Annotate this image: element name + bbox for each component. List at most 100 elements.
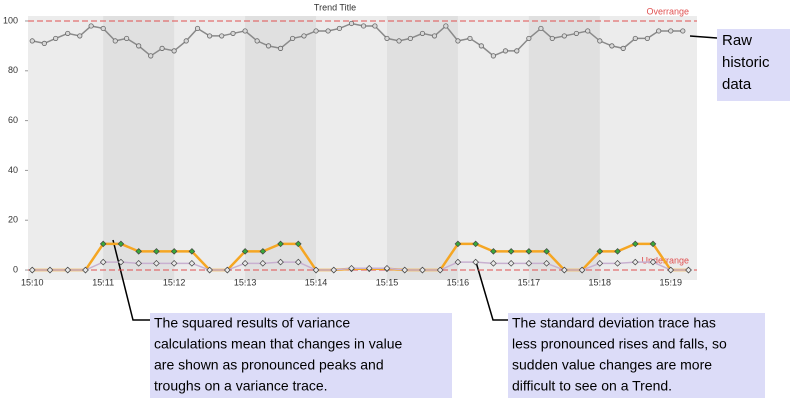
point: [526, 35, 532, 42]
point: [614, 260, 621, 267]
point: [312, 266, 320, 274]
point: [631, 240, 639, 248]
point: [112, 38, 118, 44]
point: [478, 43, 484, 49]
point: [224, 266, 231, 274]
point: [170, 248, 178, 255]
limit-label: Overrange: [646, 6, 689, 16]
point: [455, 38, 461, 44]
point: [219, 33, 225, 39]
point: [153, 260, 160, 267]
pointer: [689, 35, 718, 39]
annotation-text: The squared results of variance: [154, 315, 350, 331]
point: [514, 48, 520, 54]
callout-box: [150, 313, 452, 398]
point: [573, 30, 579, 37]
point: [170, 260, 178, 267]
point: [490, 248, 497, 255]
annotation-text: troughs on a variance trace.: [154, 378, 328, 394]
point: [135, 260, 142, 267]
y-tick-label: 0: [13, 264, 18, 274]
point: [549, 35, 555, 42]
point: [454, 258, 462, 266]
point: [454, 240, 462, 248]
point: [502, 48, 509, 54]
annotation-text: difficult to see on a Trend.: [512, 378, 672, 394]
point: [561, 266, 568, 274]
band: [386, 16, 458, 280]
point: [490, 53, 496, 59]
point: [525, 248, 533, 255]
point: [82, 266, 89, 274]
point: [88, 23, 94, 29]
point: [685, 266, 692, 274]
point: [100, 25, 106, 32]
point: [330, 266, 338, 274]
point: [585, 28, 591, 34]
point: [507, 248, 515, 255]
point: [188, 260, 196, 267]
point: [507, 260, 515, 267]
point: [230, 30, 236, 37]
point: [265, 43, 272, 49]
point: [65, 30, 71, 37]
pointer: [112, 239, 150, 321]
point: [194, 25, 201, 32]
point: [596, 260, 604, 267]
point: [159, 45, 165, 51]
annotation-text: historic: [722, 54, 770, 71]
band: [528, 16, 600, 280]
y-tick-label: 100: [3, 15, 18, 25]
point: [538, 25, 544, 32]
point: [259, 260, 267, 267]
band: [245, 16, 317, 280]
point: [336, 25, 343, 32]
point: [609, 43, 615, 49]
callout-box: [508, 313, 765, 398]
point: [171, 48, 177, 54]
point: [348, 20, 355, 27]
point: [259, 248, 267, 255]
point: [135, 248, 142, 255]
y-tick-label: 20: [8, 215, 18, 225]
point: [28, 266, 36, 274]
point: [401, 266, 409, 274]
point: [153, 248, 160, 255]
point: [419, 30, 426, 37]
point: [64, 266, 72, 274]
point: [656, 28, 662, 34]
point: [472, 258, 479, 266]
point: [667, 266, 675, 274]
point: [277, 258, 284, 266]
point: [207, 33, 213, 39]
point: [148, 53, 154, 59]
point: [301, 33, 307, 39]
point: [525, 260, 533, 267]
annotation-text: are shown as pronounced peaks and: [154, 357, 384, 373]
point: [597, 38, 603, 44]
point: [419, 266, 426, 274]
point: [431, 33, 438, 39]
point: [644, 35, 650, 42]
point: [467, 35, 473, 42]
point: [46, 266, 54, 274]
point: [53, 35, 59, 42]
point: [254, 38, 260, 44]
point: [313, 28, 319, 34]
chart-title: Trend Title: [314, 2, 356, 12]
point: [561, 33, 567, 39]
point: [472, 240, 479, 248]
point: [117, 240, 125, 248]
point: [614, 248, 621, 255]
point: [436, 266, 444, 274]
point: [117, 258, 125, 266]
annotation-text: less pronounced rises and falls, so: [512, 336, 727, 352]
point: [631, 258, 639, 266]
annotation-text: data: [722, 76, 752, 93]
point: [383, 264, 391, 272]
point: [372, 23, 378, 29]
point: [41, 40, 47, 46]
point: [29, 38, 35, 44]
point: [206, 266, 213, 274]
